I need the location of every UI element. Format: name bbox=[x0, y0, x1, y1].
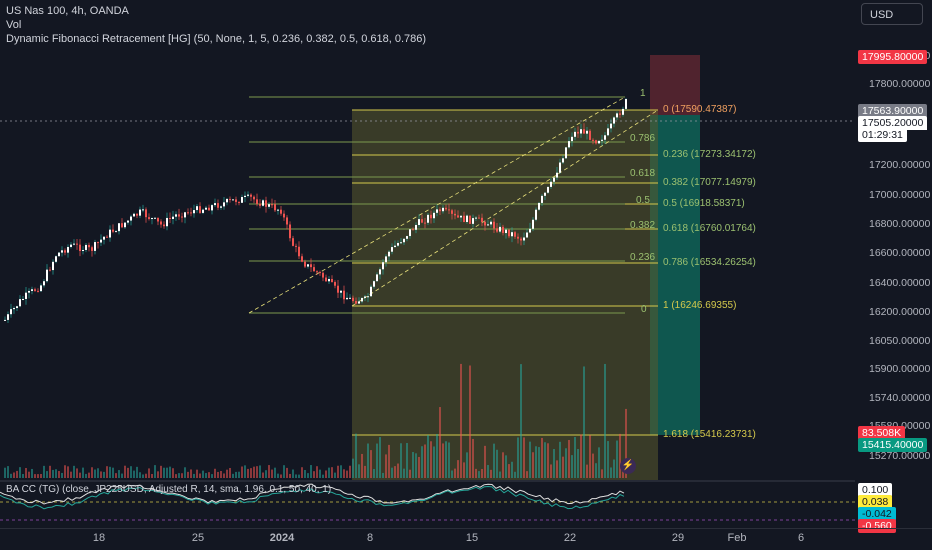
fib-level-label: 0.382 (17077.14979) bbox=[663, 177, 756, 188]
price-axis-label: 16600.00000 bbox=[869, 247, 931, 259]
target-price-tag: 17995.80000 bbox=[858, 50, 928, 64]
oscillator-label[interactable]: BA CC (TG) (close, JP225USD, Adjusted R,… bbox=[6, 484, 332, 495]
fib-levels bbox=[248, 96, 659, 436]
fib-level-label-left: 0 bbox=[641, 304, 647, 315]
loss-zone bbox=[650, 55, 700, 115]
oscillator-panel[interactable]: BA CC (TG) (close, JP225USD, Adjusted R,… bbox=[0, 480, 855, 528]
price-axis-label: 17800.00000 bbox=[869, 78, 931, 90]
fib-level-label: 0.5 (16918.58371) bbox=[663, 198, 745, 209]
price-axis-label: 16200.00000 bbox=[869, 306, 931, 318]
fib-level-label-left: 0.236 bbox=[630, 252, 656, 263]
time-axis-label: 8 bbox=[366, 532, 374, 544]
price-axis-label: 16400.00000 bbox=[869, 277, 931, 289]
price-axis-label: 15270.00000 bbox=[869, 450, 931, 462]
osc-value-3: -0.042 bbox=[858, 507, 896, 521]
fib-level-label: 0.786 (16534.26254) bbox=[663, 257, 756, 268]
fib-level-label: 0.236 (17273.34172) bbox=[663, 149, 756, 160]
fib-range-box bbox=[352, 110, 658, 480]
time-axis-label: 2024 bbox=[269, 532, 295, 544]
osc-value-2: 0.038 bbox=[858, 495, 893, 509]
last-price-tag: 17563.90000 bbox=[858, 104, 928, 118]
time-axis-label: 29 bbox=[671, 532, 685, 544]
countdown-tag: 01:29:31 bbox=[858, 128, 907, 142]
time-axis-border bbox=[0, 528, 932, 529]
price-axis-label: 17200.00000 bbox=[869, 159, 931, 171]
fib-level-label: 0.618 (16760.01764) bbox=[663, 223, 756, 234]
stop-price-tag: 15415.40000 bbox=[858, 438, 928, 452]
price-axis-label: 16050.00000 bbox=[869, 335, 931, 347]
time-axis-label: 22 bbox=[563, 532, 577, 544]
time-axis-label: 25 bbox=[191, 532, 205, 544]
volume-indicator-label[interactable]: Vol bbox=[6, 19, 22, 31]
volume-tag: 83.508K bbox=[858, 426, 906, 440]
price-axis-label: 15900.00000 bbox=[869, 363, 931, 375]
profit-zone bbox=[650, 115, 700, 435]
current-price-tag: 17505.20000 bbox=[858, 116, 928, 130]
fib-level-label-left: 0.618 bbox=[630, 168, 656, 179]
price-axis-label: 15740.00000 bbox=[869, 392, 931, 404]
fib-level-label: 1 (16246.69355) bbox=[663, 300, 737, 311]
fib-level-label-left: 0.382 bbox=[630, 220, 656, 231]
fib-level-label-left: 0.5 bbox=[636, 195, 650, 206]
time-axis-label: 6 bbox=[797, 532, 805, 544]
symbol-title: US Nas 100, 4h, OANDA bbox=[6, 5, 129, 17]
fib-level-label: 0 (17590.47387) bbox=[663, 104, 737, 115]
fib-level-label-left: 0.786 bbox=[630, 133, 656, 144]
candles bbox=[4, 98, 627, 323]
currency-button[interactable]: USD bbox=[861, 3, 923, 25]
time-axis-label: Feb bbox=[727, 532, 747, 544]
volume-bars bbox=[4, 363, 627, 478]
time-axis-label: 18 bbox=[92, 532, 106, 544]
lightning-icon[interactable]: ⚡ bbox=[620, 458, 636, 474]
fib-indicator-label[interactable]: Dynamic Fibonacci Retracement [HG] (50, … bbox=[6, 33, 427, 45]
time-axis-label: 15 bbox=[465, 532, 479, 544]
osc-value-1: 0.100 bbox=[858, 483, 893, 497]
fib-level-label: 1.618 (15416.23731) bbox=[663, 429, 756, 440]
price-axis-label: 16800.00000 bbox=[869, 218, 931, 230]
price-axis-label: 17000.00000 bbox=[869, 189, 931, 201]
fib-level-label-left: 1 bbox=[640, 88, 646, 99]
osc-value-4: -0.560 bbox=[858, 519, 896, 533]
